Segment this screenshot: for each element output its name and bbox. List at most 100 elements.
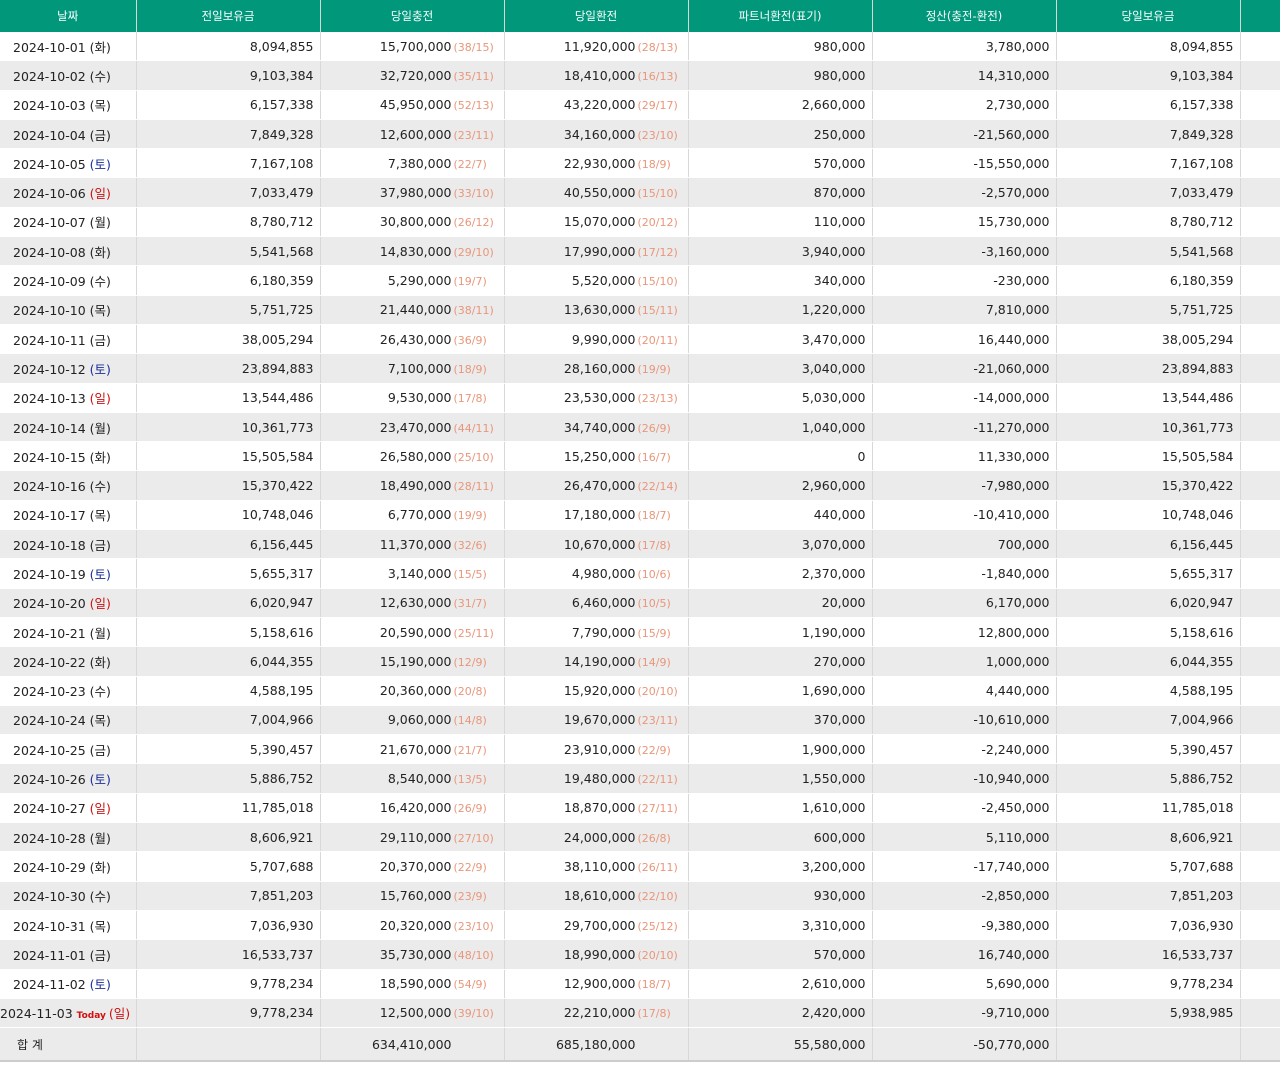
date-cell: 2024-10-12 (토) <box>0 353 137 384</box>
current-balance: 7,004,966 <box>1056 705 1241 736</box>
exchange-cell: 15,070,000 (20/12) <box>504 207 689 238</box>
exchange-count: (25/12) <box>637 919 678 933</box>
data-row: 2024-10-25 (금) 5,390,457 21,670,000 (21/7) 2… <box>0 734 1280 765</box>
settlement: -9,380,000 <box>872 910 1057 941</box>
charge-cell: 21,440,000 (38/11) <box>320 295 505 325</box>
column-header: 정산(충전-환전) <box>872 0 1057 32</box>
empty-cell <box>1240 295 1280 325</box>
total-charge-cell: 634,410,000 <box>320 1027 505 1063</box>
partner-exchange: 3,040,000 <box>688 353 873 384</box>
current-balance: 23,894,883 <box>1056 353 1241 384</box>
data-row: 2024-10-08 (화) 5,541,568 14,830,000 (29/10)… <box>0 236 1280 267</box>
weekday: (수) <box>89 684 111 700</box>
empty-cell <box>1240 881 1280 911</box>
exchange: 24,000,000 <box>563 829 636 845</box>
exchange: 17,990,000 <box>563 243 636 259</box>
previous-balance: 13,544,486 <box>136 383 321 413</box>
empty-cell <box>1240 441 1280 472</box>
settlement: 12,800,000 <box>872 617 1057 648</box>
charge-cell: 12,600,000 (23/11) <box>320 119 505 150</box>
header-row: 날짜 전일보유금 당일충전 당일환전 파트너환전(표기) 정산(충전-환전) 당일보유금 <box>0 0 1280 32</box>
empty-cell <box>1240 734 1280 765</box>
charge-cell: 15,700,000 (38/15) <box>320 32 505 62</box>
current-balance: 6,044,355 <box>1056 646 1241 677</box>
charge-count: (14/8) <box>453 714 487 728</box>
charge: 21,440,000 <box>379 302 452 318</box>
partner-exchange: 3,940,000 <box>688 236 873 267</box>
charge-count: (23/11) <box>453 128 494 142</box>
charge-cell: 32,720,000 (35/11) <box>320 60 505 91</box>
empty-cell <box>1240 705 1280 736</box>
empty-cell <box>1240 383 1280 413</box>
charge-count: (25/10) <box>453 450 494 464</box>
current-balance: 11,785,018 <box>1056 793 1241 824</box>
current-balance: 38,005,294 <box>1056 324 1241 355</box>
settlement: 11,330,000 <box>872 441 1057 472</box>
previous-balance: 5,751,725 <box>136 295 321 325</box>
exchange-cell: 28,160,000 (19/9) <box>504 353 689 384</box>
data-row: 2024-10-16 (수) 15,370,422 18,490,000 (28/11… <box>0 470 1280 501</box>
exchange-cell: 24,000,000 (26/8) <box>504 822 689 853</box>
exchange-cell: 19,670,000 (23/11) <box>504 705 689 736</box>
charge-count: (29/10) <box>453 245 494 259</box>
previous-balance: 7,167,108 <box>136 148 321 179</box>
date: 2024-11-03 <box>0 1006 73 1022</box>
date: 2024-10-23 <box>13 684 86 700</box>
exchange-count: (15/9) <box>637 626 671 640</box>
charge: 20,320,000 <box>379 917 452 933</box>
exchange-count: (19/9) <box>637 362 671 376</box>
exchange: 18,410,000 <box>563 67 636 83</box>
exchange-count: (26/8) <box>637 831 671 845</box>
exchange-count: (10/6) <box>637 567 671 581</box>
current-balance: 5,886,752 <box>1056 763 1241 794</box>
date-cell: 2024-10-25 (금) <box>0 734 137 765</box>
column-header: 파트너환전(표기) <box>688 0 873 32</box>
partner-exchange: 1,040,000 <box>688 412 873 443</box>
empty-cell <box>1240 763 1280 794</box>
total-empty <box>1240 1027 1280 1063</box>
current-balance: 8,606,921 <box>1056 822 1241 853</box>
charge-cell: 30,800,000 (26/12) <box>320 207 505 238</box>
data-row: 2024-10-26 (토) 5,886,752 8,540,000 (13/5) 19… <box>0 763 1280 794</box>
date-cell: 2024-10-22 (화) <box>0 646 137 677</box>
settlement: 5,690,000 <box>872 969 1057 999</box>
empty-cell <box>1240 90 1280 120</box>
exchange-count: (22/10) <box>637 890 678 904</box>
settlement: -2,450,000 <box>872 793 1057 824</box>
date-cell: 2024-10-06 (일) <box>0 177 137 208</box>
weekday: (토) <box>89 361 111 377</box>
charge-cell: 20,370,000 (22/9) <box>320 851 505 882</box>
exchange-cell: 23,530,000 (23/13) <box>504 383 689 413</box>
partner-exchange: 270,000 <box>688 646 873 677</box>
weekday: (화) <box>89 449 111 465</box>
charge-count: (25/11) <box>453 626 494 640</box>
weekday: (수) <box>89 274 111 290</box>
date-cell: 2024-11-01 (금) <box>0 939 137 970</box>
table-body: 2024-10-01 (화) 8,094,855 15,700,000 (38/15)… <box>0 32 1280 1029</box>
previous-balance: 10,748,046 <box>136 500 321 531</box>
charge: 9,060,000 <box>387 712 452 728</box>
date: 2024-10-25 <box>13 742 86 758</box>
charge-count: (32/6) <box>453 538 487 552</box>
charge-cell: 18,490,000 (28/11) <box>320 470 505 501</box>
charge-count: (38/11) <box>453 304 494 318</box>
today-tag: Today <box>76 1011 106 1022</box>
empty-cell <box>1240 412 1280 443</box>
data-row: 2024-11-02 (토) 9,778,234 18,590,000 (54/9) 1… <box>0 969 1280 999</box>
weekday: (목) <box>89 508 111 524</box>
previous-balance: 8,606,921 <box>136 822 321 853</box>
weekday: (금) <box>89 742 111 758</box>
exchange: 15,920,000 <box>563 683 636 699</box>
charge-cell: 7,380,000 (22/7) <box>320 148 505 179</box>
exchange-cell: 18,990,000 (20/10) <box>504 939 689 970</box>
current-balance: 10,748,046 <box>1056 500 1241 531</box>
total-partner: 55,580,000 <box>688 1027 873 1063</box>
settlement: -21,060,000 <box>872 353 1057 384</box>
date: 2024-10-08 <box>13 244 86 260</box>
data-row: 2024-10-31 (목) 7,036,930 20,320,000 (23/10)… <box>0 910 1280 941</box>
date: 2024-10-26 <box>13 772 86 788</box>
date-cell: 2024-10-03 (목) <box>0 90 137 120</box>
charge-cell: 11,370,000 (32/6) <box>320 529 505 560</box>
date: 2024-10-22 <box>13 654 86 670</box>
exchange: 19,480,000 <box>563 771 636 787</box>
